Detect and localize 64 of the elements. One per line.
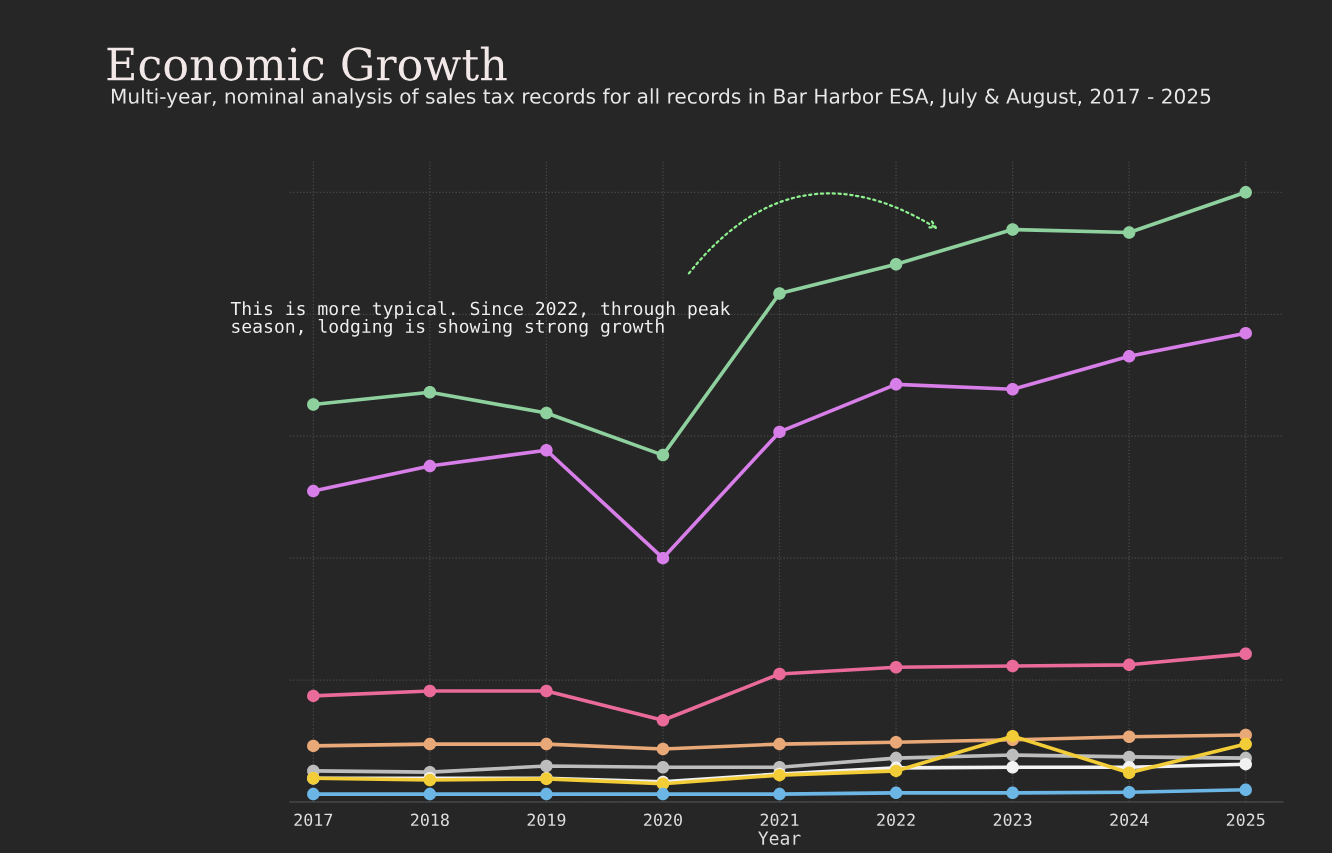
point [1239, 326, 1252, 340]
point [773, 287, 786, 300]
point [540, 406, 553, 420]
x-axis-title: Year [758, 831, 801, 845]
point [656, 761, 670, 774]
x-tick-label: 2018 [411, 813, 449, 827]
point [889, 661, 903, 674]
point [1006, 786, 1019, 800]
point [307, 484, 320, 498]
x-tick-label: 2017 [294, 813, 333, 827]
point [423, 459, 437, 473]
point [423, 737, 437, 751]
point [1239, 757, 1252, 771]
point [773, 737, 786, 751]
point [1122, 766, 1136, 779]
point [1006, 761, 1019, 774]
point [1122, 226, 1136, 239]
point [307, 787, 320, 801]
point [540, 684, 553, 698]
point [1122, 730, 1136, 744]
point [1006, 659, 1019, 673]
point [307, 689, 320, 703]
x-tick-label: 2025 [1226, 813, 1265, 827]
chart-subtitle: Multi-year, nominal analysis of sales tax records for all records in Bar Harbor ESA, July & August, 2017 - 2025 [111, 88, 1211, 108]
point [656, 787, 670, 801]
point [423, 787, 437, 801]
point [540, 443, 553, 457]
x-tick-label: 2020 [644, 813, 682, 827]
point [656, 714, 670, 727]
point [773, 667, 786, 681]
x-tick-label: 2024 [1110, 813, 1149, 827]
point [1122, 785, 1136, 799]
point [773, 787, 786, 801]
point [1122, 658, 1136, 672]
point [1239, 783, 1252, 797]
x-tick-label: 2019 [527, 813, 566, 827]
point [307, 398, 320, 411]
point [773, 425, 786, 439]
point [540, 787, 553, 801]
point [423, 684, 437, 698]
point [540, 737, 553, 751]
annotation: This is more typical. Since 2022, through peak season, lodging is showing strong growth [230, 301, 731, 337]
x-tick-label: 2023 [993, 813, 1032, 827]
point [1006, 729, 1019, 743]
point [889, 378, 903, 391]
point [423, 386, 437, 399]
point [1006, 223, 1019, 236]
x-tick-label: 2021 [760, 813, 799, 827]
point [1006, 748, 1019, 762]
point [889, 258, 903, 271]
point [307, 739, 320, 753]
point [656, 742, 670, 756]
point [1239, 186, 1252, 199]
point [540, 759, 553, 773]
point [889, 786, 903, 800]
point [656, 551, 670, 565]
chart-title: Economic Growth [107, 46, 507, 81]
x-tick-label: 2022 [877, 813, 915, 827]
point [1006, 382, 1019, 396]
point [656, 448, 670, 462]
point [889, 736, 903, 749]
point [1239, 647, 1252, 661]
point [1122, 350, 1136, 363]
point [1239, 737, 1252, 751]
